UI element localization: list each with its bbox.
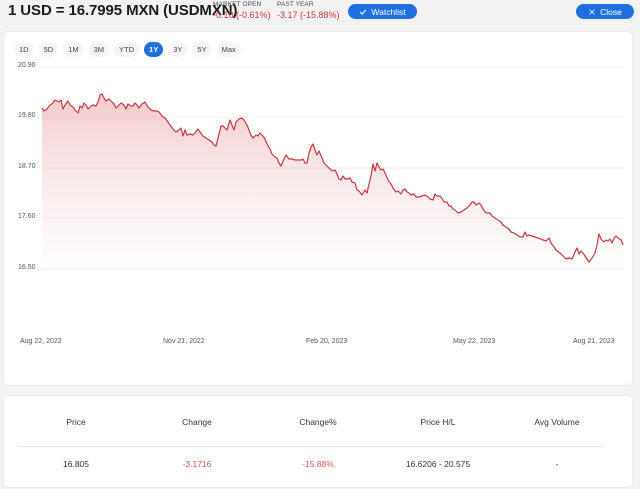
close-button[interactable]: Close <box>576 4 634 19</box>
range-5d[interactable]: 5D <box>38 42 59 57</box>
range-3y[interactable]: 3Y <box>168 42 188 57</box>
stats-card: Price Change Change% Price H/L Avg Volum… <box>4 396 632 487</box>
stats-value-change-pct: -15.88% <box>302 459 334 469</box>
stats-header-avg-volume: Avg Volume <box>534 417 580 427</box>
quote-header: 1 USD = 16.7995 MXN (USDMXN) MARKET OPEN… <box>0 0 640 28</box>
chart-card: 1D 5D 1M 3M YTD 1Y 3Y 5Y Max 20.90 19.80… <box>4 32 632 385</box>
stats-value-change: -3.1716 <box>182 459 212 469</box>
y-tick: 17.60 <box>18 213 36 220</box>
range-1m[interactable]: 1M <box>63 42 84 57</box>
market-open-label: MARKET OPEN <box>213 1 262 8</box>
x-tick: Aug 21, 2023 <box>573 338 615 345</box>
stats-header-change: Change <box>182 417 212 427</box>
x-tick: Feb 20, 2023 <box>306 338 348 345</box>
market-open-stat: MARKET OPEN -0.10 (-0.61%) <box>213 1 271 20</box>
y-tick: 16.50 <box>18 264 36 271</box>
past-year-value: -3.17 (-15.88%) <box>277 10 340 20</box>
price-area <box>42 94 623 276</box>
stats-value-price-hl: 16.6206 - 20.575 <box>405 459 471 469</box>
x-tick: Aug 22, 2022 <box>20 338 62 345</box>
range-3m[interactable]: 3M <box>88 42 110 57</box>
market-open-value: -0.10 (-0.61%) <box>213 10 271 20</box>
range-max[interactable]: Max <box>216 42 241 57</box>
range-1y[interactable]: 1Y <box>144 42 164 57</box>
x-tick: Nov 21, 2022 <box>163 338 205 345</box>
y-tick: 18.70 <box>18 163 36 170</box>
stats-header-price-hl: Price H/L <box>420 417 456 427</box>
stats-value-avg-volume: - <box>555 459 559 469</box>
past-year-stat: PAST YEAR -3.17 (-15.88%) <box>277 1 340 20</box>
range-ytd[interactable]: YTD <box>114 42 140 57</box>
stats-header-change-pct: Change% <box>299 417 337 427</box>
time-range-selector: 1D 5D 1M 3M YTD 1Y 3Y 5Y Max <box>14 42 241 57</box>
price-chart[interactable] <box>4 32 632 385</box>
stats-divider <box>18 446 602 447</box>
close-label: Close <box>600 6 622 17</box>
range-5y[interactable]: 5Y <box>192 42 212 57</box>
close-x-icon <box>589 8 595 15</box>
stats-header-price: Price <box>66 417 86 427</box>
x-tick: May 22, 2023 <box>453 338 496 345</box>
y-tick: 19.80 <box>18 112 36 119</box>
watchlist-label: Watchlist <box>371 6 406 17</box>
range-1d[interactable]: 1D <box>14 42 34 57</box>
past-year-label: PAST YEAR <box>277 1 314 8</box>
quote-title: 1 USD = 16.7995 MXN (USDMXN) <box>8 2 238 19</box>
stats-value-price: 16.805 <box>63 459 89 469</box>
price-line <box>41 93 624 263</box>
checkmark-icon <box>360 9 367 15</box>
watchlist-button[interactable]: Watchlist <box>348 4 417 19</box>
y-tick: 20.90 <box>18 62 36 69</box>
